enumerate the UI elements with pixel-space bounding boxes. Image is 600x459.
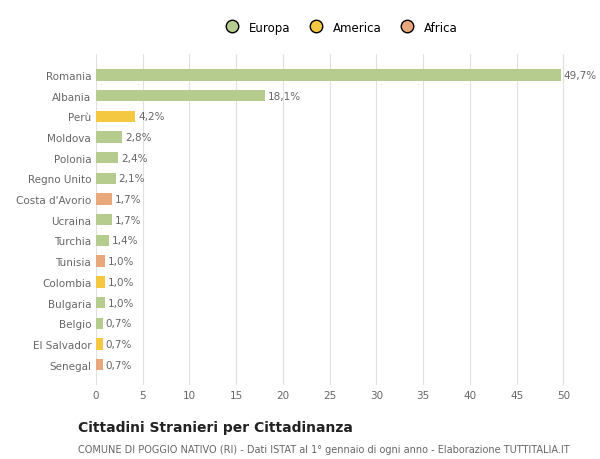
Bar xyxy=(96,174,116,185)
Text: 2,1%: 2,1% xyxy=(118,174,145,184)
Bar xyxy=(96,297,106,308)
Bar xyxy=(96,318,103,329)
Text: 2,8%: 2,8% xyxy=(125,133,151,143)
Bar xyxy=(96,235,109,246)
Text: 1,7%: 1,7% xyxy=(115,215,141,225)
Bar xyxy=(96,112,135,123)
Bar xyxy=(96,70,560,81)
Text: 18,1%: 18,1% xyxy=(268,91,301,101)
Text: 2,4%: 2,4% xyxy=(121,153,148,163)
Text: 0,7%: 0,7% xyxy=(106,339,132,349)
Bar xyxy=(96,132,122,143)
Bar xyxy=(96,194,112,205)
Bar xyxy=(96,359,103,370)
Bar xyxy=(96,277,106,288)
Text: 49,7%: 49,7% xyxy=(563,71,596,81)
Text: COMUNE DI POGGIO NATIVO (RI) - Dati ISTAT al 1° gennaio di ogni anno - Elaborazi: COMUNE DI POGGIO NATIVO (RI) - Dati ISTA… xyxy=(78,444,569,454)
Text: Cittadini Stranieri per Cittadinanza: Cittadini Stranieri per Cittadinanza xyxy=(78,420,353,434)
Text: 1,0%: 1,0% xyxy=(108,257,134,267)
Bar xyxy=(96,339,103,350)
Text: 1,0%: 1,0% xyxy=(108,298,134,308)
Text: 1,0%: 1,0% xyxy=(108,277,134,287)
Legend: Europa, America, Africa: Europa, America, Africa xyxy=(217,18,461,38)
Bar xyxy=(96,153,118,164)
Bar xyxy=(96,215,112,226)
Text: 4,2%: 4,2% xyxy=(138,112,164,122)
Text: 0,7%: 0,7% xyxy=(106,319,132,329)
Bar xyxy=(96,256,106,267)
Bar xyxy=(96,91,265,102)
Text: 0,7%: 0,7% xyxy=(106,360,132,370)
Text: 1,7%: 1,7% xyxy=(115,195,141,205)
Text: 1,4%: 1,4% xyxy=(112,236,139,246)
